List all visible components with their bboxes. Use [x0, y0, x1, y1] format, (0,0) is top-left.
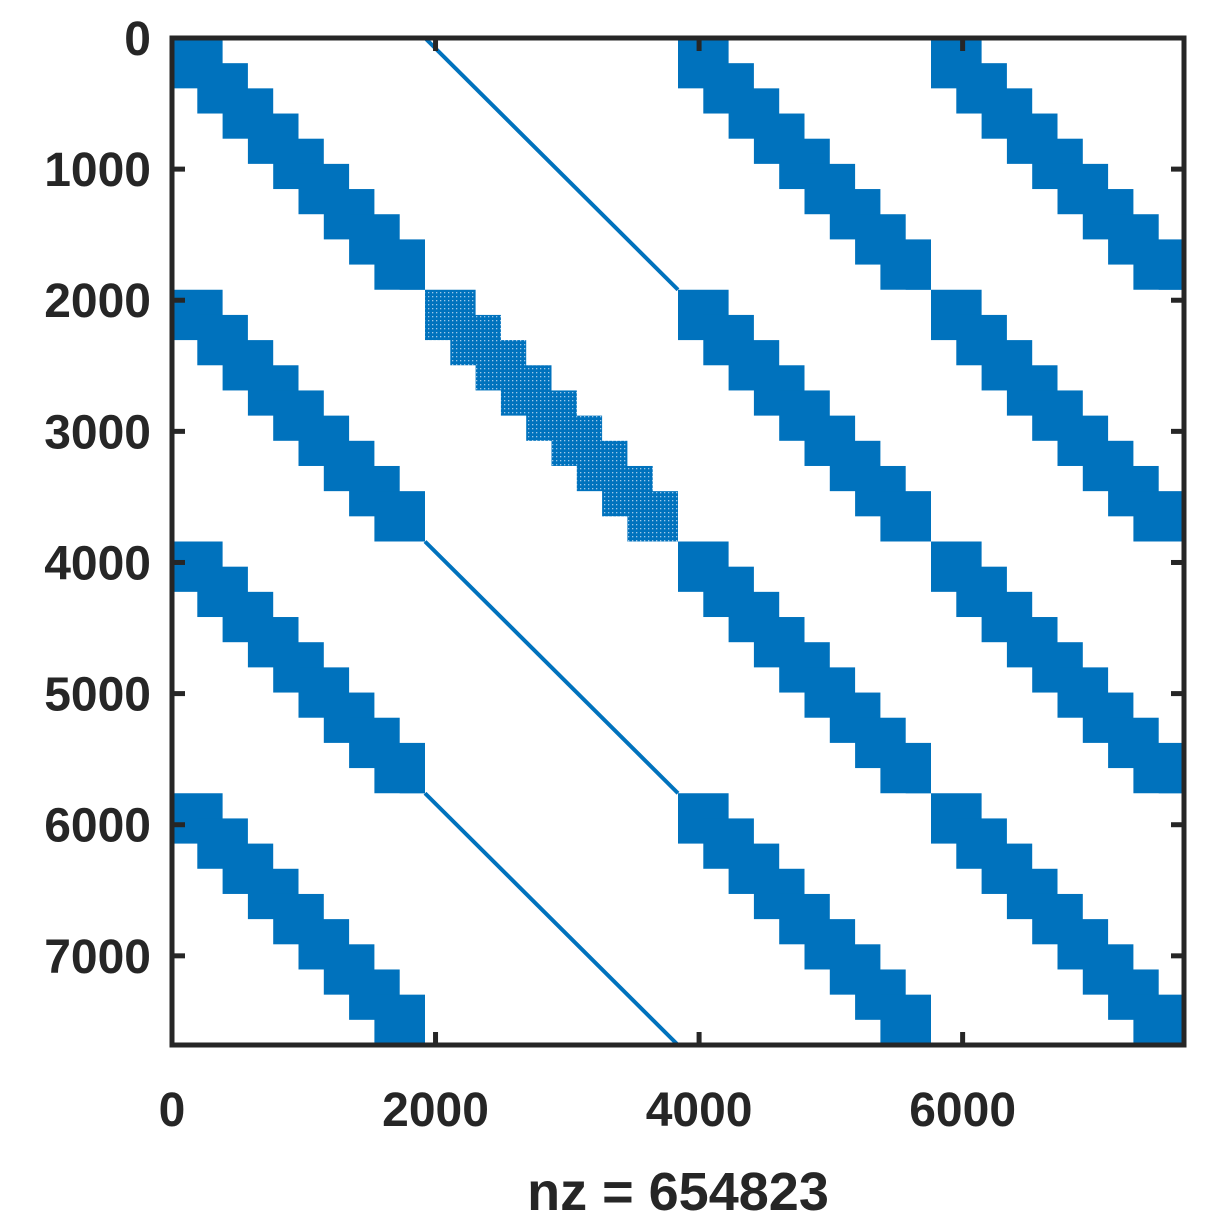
band-block-1-3 [931, 289, 1184, 542]
x-tick-label: 2000 [382, 1084, 489, 1137]
nonzero-cluster [905, 1019, 931, 1045]
nonzero-cluster [399, 1019, 425, 1045]
y-tick-label: 4000 [44, 537, 151, 590]
y-tick-label: 2000 [44, 275, 151, 328]
nonzero-cluster [905, 768, 931, 794]
diagonal-line-block-2-1 [423, 540, 680, 795]
band-block-0-0 [172, 38, 425, 290]
y-tick-label: 7000 [44, 931, 151, 984]
band-block-1-1 [425, 289, 678, 542]
band-block-2-3 [931, 541, 1184, 794]
nonzero-cluster [1158, 768, 1184, 794]
nonzero-cluster [1158, 516, 1184, 542]
plot-area [172, 38, 1184, 1045]
nonzero-cluster [399, 264, 425, 290]
band-block-1-0 [172, 289, 425, 542]
x-tick-label: 0 [159, 1084, 186, 1137]
band-block-2-0 [172, 541, 425, 794]
x-axis-label: nz = 654823 [527, 1162, 829, 1222]
x-axis: 0 2000 4000 6000 [159, 1084, 1016, 1137]
nonzero-cluster [1158, 264, 1184, 290]
nonzero-cluster [399, 516, 425, 542]
band-block-3-3 [931, 793, 1184, 1045]
y-tick-label: 6000 [44, 800, 151, 853]
band-block-0-3 [931, 38, 1184, 290]
y-tick-label: 1000 [44, 144, 151, 197]
nonzero-cluster [905, 516, 931, 542]
nonzero-cluster [1158, 1019, 1184, 1045]
y-tick-label: 3000 [44, 406, 151, 459]
y-tick-label: 0 [124, 13, 151, 66]
x-tick-label: 6000 [909, 1084, 1016, 1137]
band-block-0-2 [678, 38, 931, 290]
band-block-2-2 [678, 541, 931, 794]
band-block-3-0 [172, 793, 425, 1045]
band-block-1-2 [678, 289, 931, 542]
nonzero-cluster [652, 516, 678, 542]
nonzero-cluster [399, 768, 425, 794]
axes-box [169, 35, 1187, 1048]
band-block-3-2 [678, 793, 931, 1045]
y-axis: 0 1000 2000 3000 4000 5000 6000 7000 [44, 13, 151, 984]
nonzero-cluster [905, 264, 931, 290]
diagonal-line-block-3-1 [423, 791, 680, 1045]
tick-marks [169, 35, 1184, 1045]
y-tick-label: 5000 [44, 669, 151, 722]
x-tick-label: 4000 [646, 1084, 753, 1137]
diagonal-line-block-0-1 [423, 38, 680, 292]
